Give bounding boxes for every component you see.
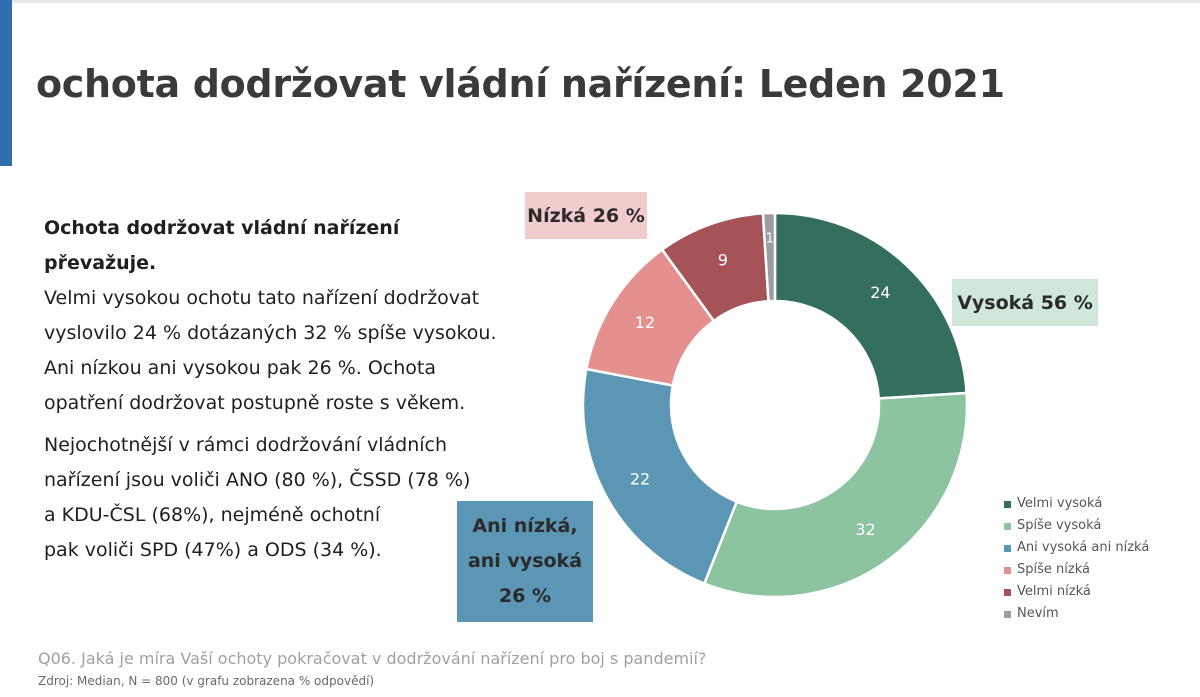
- legend-swatch: [1004, 522, 1011, 530]
- summary-paragraph: Ochota dodržovat vládní nařízení převažu…: [44, 211, 504, 421]
- summary-line: Velmi vysokou ochotu tato nařízení dodrž…: [44, 287, 480, 309]
- callout-nizka: Nízká 26 %: [525, 192, 647, 239]
- voters-paragraph: Nejochotnější v rámci dodržování vládníc…: [44, 428, 504, 568]
- legend-item-velmi-vysoka: Velmi vysoká: [1004, 493, 1149, 515]
- legend-label: Nevím: [1017, 606, 1059, 621]
- legend-swatch: [1004, 588, 1011, 596]
- data-source: Zdroj: Median, N = 800 (v grafu zobrazen…: [38, 674, 375, 688]
- callout-ani-line: Ani nízká,: [472, 515, 578, 537]
- legend-swatch: [1004, 544, 1011, 552]
- summary-line: opatření dodržovat postupně roste s věke…: [44, 392, 466, 414]
- voters-line: nařízení jsou voliči ANO (80 %), ČSSD (7…: [44, 469, 471, 491]
- voters-line: a KDU-ČSL (68%), nejméně ochotní: [44, 504, 381, 526]
- legend-swatch: [1004, 566, 1011, 574]
- legend-item-spise-vysoka: Spíše vysoká: [1004, 515, 1149, 537]
- donut-chart: 24 32 22 12 9 1: [581, 211, 969, 599]
- slice-spise-vysoka: [702, 391, 969, 599]
- accent-bar: [0, 0, 12, 166]
- summary-line: vyslovilo 24 % dotázaných 32 % spíše vys…: [44, 322, 497, 344]
- slice-label-spise-vysoka: 32: [855, 520, 875, 539]
- slice-label-nevim: 1: [766, 232, 774, 247]
- legend-label: Ani vysoká ani nízká: [1017, 540, 1150, 555]
- slice-nevim: [761, 211, 777, 303]
- chart-legend: Velmi vysoká Spíše vysoká Ani vysoká ani n…: [1004, 493, 1149, 625]
- legend-swatch: [1004, 610, 1011, 618]
- slice-ani-vysoka-ani-nizka: [581, 367, 739, 586]
- top-border: [0, 0, 1200, 3]
- legend-item-spise-nizka: Spíše nízká: [1004, 559, 1149, 581]
- summary-lead: Ochota dodržovat vládní nařízení převažu…: [44, 217, 400, 274]
- legend-label: Velmi vysoká: [1017, 496, 1103, 511]
- callout-ani-line: 26 %: [498, 585, 552, 607]
- page-title: ochota dodržovat vládní nařízení: Leden …: [36, 62, 1005, 106]
- slice-label-ani-vysoka-ani-nizka: 22: [630, 470, 650, 489]
- summary-line: Ani nízkou ani vysokou pak 26 %. Ochota: [44, 357, 436, 379]
- voters-line: pak voliči SPD (47%) a ODS (34 %).: [44, 539, 382, 561]
- voters-line: Nejochotnější v rámci dodržování vládníc…: [44, 434, 448, 456]
- callout-vysoka: Vysoká 56 %: [952, 279, 1098, 326]
- slice-label-spise-nizka: 12: [635, 313, 655, 332]
- slice-velmi-vysoka: [773, 211, 968, 400]
- legend-swatch: [1004, 500, 1011, 508]
- survey-question: Q06. Jaká je míra Vaší ochoty pokračovat…: [38, 649, 707, 668]
- callout-ani-line: ani vysoká: [467, 550, 583, 572]
- legend-item-velmi-nizka: Velmi nízká: [1004, 581, 1149, 603]
- slice-label-velmi-nizka: 9: [718, 251, 728, 270]
- legend-label: Spíše nízká: [1017, 562, 1090, 577]
- legend-label: Velmi nízká: [1017, 584, 1091, 599]
- callout-ani-nizka-ani-vysoka: Ani nízká, ani vysoká 26 %: [457, 501, 593, 622]
- slice-label-velmi-vysoka: 24: [870, 283, 890, 302]
- legend-label: Spíše vysoká: [1017, 518, 1102, 533]
- legend-item-nevim: Nevím: [1004, 603, 1149, 625]
- legend-item-ani-vysoka-ani-nizka: Ani vysoká ani nízká: [1004, 537, 1149, 559]
